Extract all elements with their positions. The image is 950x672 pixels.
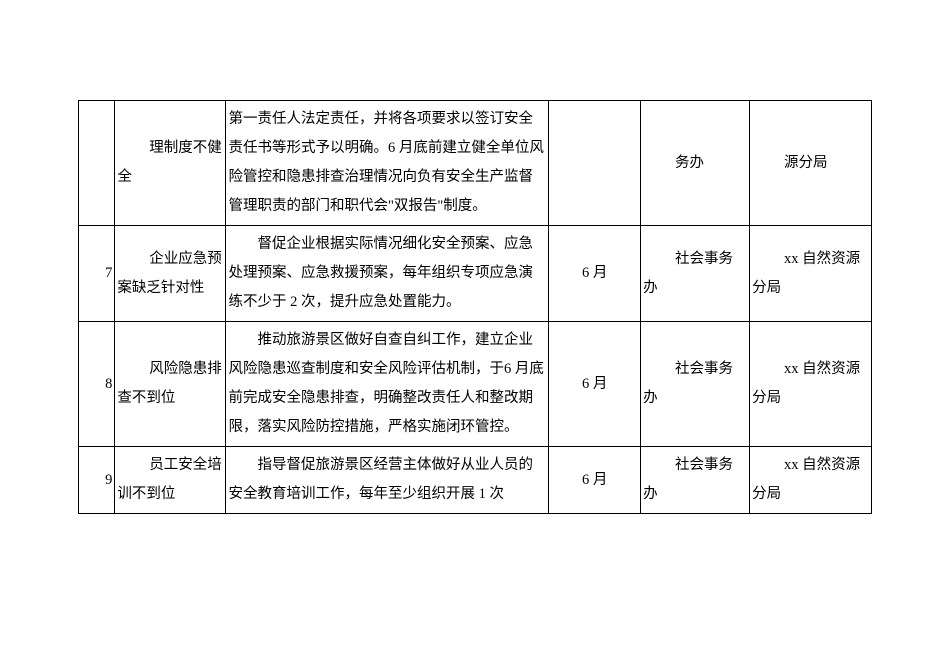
row-dept-primary: 社会事务办	[641, 322, 750, 447]
row-description: 推动旅游景区做好自查自纠工作，建立企业风险隐患巡查制度和安全风险评估机制，于6 …	[226, 322, 549, 447]
row-number	[79, 101, 115, 226]
row-topic: 理制度不健全	[115, 101, 226, 226]
row-description: 第一责任人法定责任，并将各项要求以签订安全责任书等形式予以明确。6 月底前建立健…	[226, 101, 549, 226]
row-dept-secondary: xx 自然资源分局	[750, 322, 872, 447]
row-description: 指导督促旅游景区经营主体做好从业人员的安全教育培训工作，每年至少组织开展 1 次	[226, 447, 549, 514]
row-dept-secondary: xx 自然资源分局	[750, 226, 872, 322]
row-date: 6 月	[549, 447, 641, 514]
row-date: 6 月	[549, 322, 641, 447]
row-date: 6 月	[549, 226, 641, 322]
row-dept-secondary: xx 自然资源分局	[750, 447, 872, 514]
row-dept-primary: 务办	[641, 101, 750, 226]
safety-measures-table: 理制度不健全第一责任人法定责任，并将各项要求以签订安全责任书等形式予以明确。6 …	[78, 100, 872, 514]
table-row: 8风险隐患排查不到位推动旅游景区做好自查自纠工作，建立企业风险隐患巡查制度和安全…	[79, 322, 872, 447]
row-number: 8	[79, 322, 115, 447]
row-topic: 员工安全培训不到位	[115, 447, 226, 514]
row-dept-primary: 社会事务办	[641, 226, 750, 322]
table-row: 7企业应急预案缺乏针对性督促企业根据实际情况细化安全预案、应急处理预案、应急救援…	[79, 226, 872, 322]
table-row: 9员工安全培训不到位指导督促旅游景区经营主体做好从业人员的安全教育培训工作，每年…	[79, 447, 872, 514]
row-dept-primary: 社会事务办	[641, 447, 750, 514]
row-topic: 企业应急预案缺乏针对性	[115, 226, 226, 322]
row-topic: 风险隐患排查不到位	[115, 322, 226, 447]
row-date	[549, 101, 641, 226]
table-row: 理制度不健全第一责任人法定责任，并将各项要求以签订安全责任书等形式予以明确。6 …	[79, 101, 872, 226]
row-description: 督促企业根据实际情况细化安全预案、应急处理预案、应急救援预案，每年组织专项应急演…	[226, 226, 549, 322]
row-number: 9	[79, 447, 115, 514]
row-number: 7	[79, 226, 115, 322]
row-dept-secondary: 源分局	[750, 101, 872, 226]
